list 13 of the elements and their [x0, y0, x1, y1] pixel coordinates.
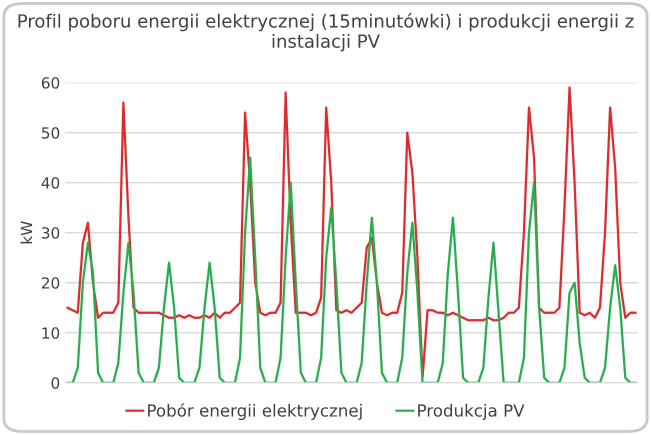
y-tick-label: 10: [42, 327, 60, 339]
line-series: [66, 156, 637, 383]
line-series: [66, 86, 637, 379]
chart-title: Profil poboru energii elektrycznej (15minutówki) i produkcji energii z instalacji PV: [18, 13, 634, 52]
y-tick-label: 30: [42, 227, 60, 239]
y-axis-title: kW: [20, 221, 32, 244]
y-tick-label: 0: [52, 377, 60, 389]
legend-label: Produkcja PV: [418, 404, 524, 420]
y-tick-label: 50: [42, 127, 60, 139]
y-tick-label: 60: [42, 77, 60, 89]
y-tick-label: 20: [42, 277, 60, 289]
legend-label: Pobór energii elektrycznej: [148, 403, 362, 420]
y-tick-label: 40: [42, 177, 60, 189]
